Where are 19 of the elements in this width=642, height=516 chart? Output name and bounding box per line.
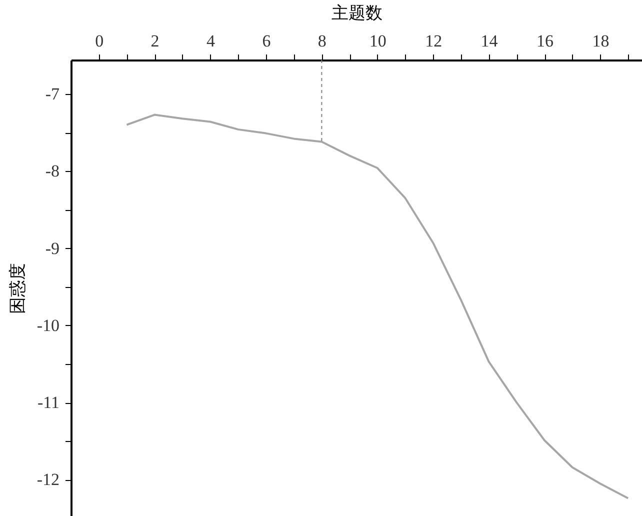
x-tick-label: 18 — [592, 32, 610, 50]
x-tick-label: 4 — [206, 32, 216, 50]
x-tick-label: 6 — [262, 32, 271, 50]
x-tick-label: 8 — [318, 32, 326, 50]
x-tick-label: 10 — [369, 32, 386, 50]
y-tick-label: -12 — [36, 470, 60, 490]
y-tick-label: -7 — [45, 84, 60, 104]
y-tick-label: -9 — [45, 238, 60, 258]
y-tick-label: -8 — [45, 162, 60, 181]
y-axis-title: 困惑度 — [8, 263, 27, 314]
x-axis-title: 主题数 — [332, 4, 382, 22]
x-tick-label: 14 — [480, 32, 498, 50]
x-tick-label: 12 — [425, 32, 442, 50]
x-tick-label: 2 — [150, 32, 160, 50]
y-tick-label: -11 — [37, 393, 60, 412]
line-series — [126, 114, 630, 500]
x-tick-label: 0 — [95, 32, 104, 50]
x-tick-label: 16 — [536, 32, 554, 50]
y-tick-label: -10 — [36, 316, 60, 335]
